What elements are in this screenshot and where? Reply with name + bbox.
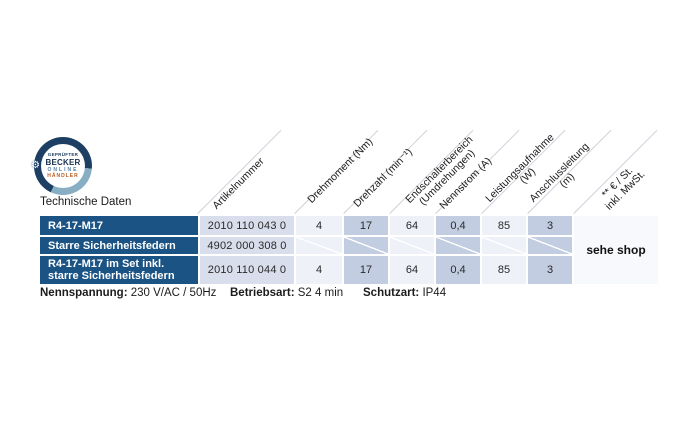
gear-icon: ⚙ bbox=[31, 160, 40, 171]
row-label: R4-17-M17 im Set inkl. starre Sicherheit… bbox=[40, 256, 198, 284]
value-nennstrom: 0,4 bbox=[436, 256, 480, 284]
value-drehzahl: 17 bbox=[344, 216, 388, 235]
spec-schutzart: Schutzart: IP44 bbox=[363, 287, 447, 299]
badge-line-geprueft: GEPRÜFTER bbox=[47, 152, 79, 158]
value-leistungsaufnahme: 85 bbox=[482, 216, 526, 235]
row-label: R4-17-M17 bbox=[40, 216, 198, 235]
spec-nennspannung: Nennspannung: 230 V/AC / 50Hz bbox=[40, 287, 217, 299]
value-drehzahl: 17 bbox=[344, 256, 388, 284]
spec-betriebsart: Betriebsart: S2 4 min bbox=[230, 287, 344, 299]
empty-cell bbox=[344, 237, 388, 254]
section-title: Technische Daten bbox=[40, 196, 132, 208]
empty-cell bbox=[482, 237, 526, 254]
value-endschalterbereich: 64 bbox=[390, 216, 434, 235]
article-number: 2010 110 044 0 bbox=[200, 256, 294, 284]
badge-line-haendler: HÄNDLER bbox=[47, 172, 79, 179]
badge-line-online: ONLINE bbox=[47, 166, 79, 173]
value-leistungsaufnahme: 85 bbox=[482, 256, 526, 284]
value-anschlussleitung: 3 bbox=[528, 256, 572, 284]
article-number: 4902 000 308 0 bbox=[200, 237, 294, 254]
footer-specs: Nennspannung: 230 V/AC / 50Hz Betriebsar… bbox=[40, 287, 660, 301]
empty-cell bbox=[296, 237, 342, 254]
badge-text: GEPRÜFTER BECKER ONLINE HÄNDLER bbox=[41, 144, 85, 188]
value-drehmoment: 4 bbox=[296, 216, 342, 235]
value-drehmoment: 4 bbox=[296, 256, 342, 284]
header-divider bbox=[197, 129, 282, 214]
empty-cell bbox=[436, 237, 480, 254]
empty-cell bbox=[528, 237, 572, 254]
value-anschlussleitung: 3 bbox=[528, 216, 572, 235]
column-header-preis: ** € / St. inkl. MwSt. bbox=[599, 164, 648, 213]
technical-data-table: R4-17-M17 2010 110 043 0 4 17 64 0,4 85 … bbox=[40, 216, 658, 284]
article-number: 2010 110 043 0 bbox=[200, 216, 294, 235]
shop-note: sehe shop bbox=[574, 216, 658, 284]
value-nennstrom: 0,4 bbox=[436, 216, 480, 235]
becker-online-haendler-badge: GEPRÜFTER BECKER ONLINE HÄNDLER ⚙ bbox=[31, 137, 92, 195]
column-header-artikelnummer: Artikelnummer bbox=[210, 155, 267, 212]
empty-cell bbox=[390, 237, 434, 254]
row-label: Starre Sicherheitsfedern bbox=[40, 237, 198, 254]
badge-line-becker: BECKER bbox=[45, 157, 81, 167]
value-endschalterbereich: 64 bbox=[390, 256, 434, 284]
